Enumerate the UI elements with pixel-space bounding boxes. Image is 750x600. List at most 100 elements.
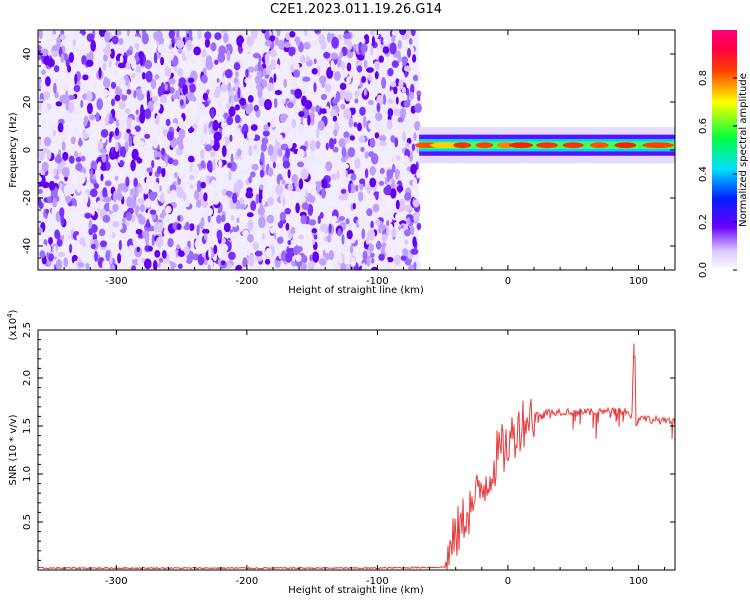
heatmap-cell <box>317 120 325 131</box>
heatmap-cell <box>183 224 191 231</box>
heatmap-cell <box>410 83 415 95</box>
heatmap-cell <box>295 202 300 214</box>
heatmap-cell <box>237 87 241 99</box>
heatmap-cell <box>371 257 375 264</box>
heatmap-cell <box>63 257 68 268</box>
heatmap-cell <box>232 192 238 204</box>
heatmap-cell <box>340 262 347 270</box>
heatmap-cell <box>176 223 182 231</box>
x-tick-label: -100 <box>366 276 389 287</box>
heatmap-cell <box>409 92 415 100</box>
heatmap-cell <box>294 181 298 188</box>
colorbar-tick-label: 0.8 <box>698 70 709 86</box>
heatmap-cell <box>288 124 293 131</box>
heatmap-cell <box>38 176 42 182</box>
heatmap-cell <box>40 81 44 88</box>
heatmap-cell <box>102 62 107 71</box>
heatmap-cell <box>248 145 253 157</box>
heatmap-cell <box>265 40 272 47</box>
heatmap-cell <box>154 74 160 80</box>
heatmap-cell <box>230 153 234 165</box>
heatmap-cell <box>211 165 217 177</box>
heatmap-cell <box>78 137 82 147</box>
heatmap-cell <box>144 198 152 208</box>
heatmap-cell <box>379 141 387 147</box>
colorbar-ticks: 0.0 0.2 0.4 0.6 0.8 <box>698 70 737 278</box>
heatmap-cell <box>220 137 226 149</box>
heatmap-cell <box>139 111 146 124</box>
heatmap-cell <box>134 43 140 49</box>
heatmap-cell <box>261 79 268 88</box>
heatmap-cell <box>247 234 254 243</box>
heatmap-cell <box>40 48 49 57</box>
heatmap-cell <box>152 137 159 149</box>
heatmap-cell <box>395 199 400 210</box>
heatmap-cell <box>307 138 312 144</box>
heatmap-cell <box>136 115 140 123</box>
heatmap-cell <box>225 190 233 197</box>
heatmap-cell <box>324 170 332 176</box>
heatmap-cell <box>361 76 367 83</box>
heatmap-cell <box>118 37 124 46</box>
heatmap-cell <box>83 115 89 124</box>
heatmap-cell <box>303 30 308 36</box>
heatmap-cell <box>416 169 420 179</box>
heatmap-cell <box>310 106 316 113</box>
heatmap-cell <box>236 35 245 48</box>
heatmap-cell <box>180 255 187 264</box>
heatmap-cell <box>139 150 144 160</box>
heatmap-cell <box>110 264 116 270</box>
heatmap-cell <box>55 234 61 240</box>
colorbar: 0.0 0.2 0.4 0.6 0.8 Normalized spectral ampl… <box>698 30 749 278</box>
heatmap-cell <box>281 179 286 185</box>
heatmap-cell <box>102 187 108 198</box>
heatmap-cell <box>69 205 77 213</box>
heatmap-cell <box>86 50 94 63</box>
heatmap-cell <box>274 243 278 251</box>
heatmap-cell <box>208 247 212 259</box>
heatmap-cell <box>223 222 231 233</box>
heatmap-cell <box>188 77 195 84</box>
heatmap-cell <box>289 81 298 90</box>
heatmap-cell <box>416 90 422 97</box>
heatmap-cell <box>378 180 385 186</box>
heatmap-cell <box>386 256 394 263</box>
heatmap-cell <box>239 57 244 67</box>
heatmap-cell <box>287 169 291 179</box>
heatmap-cell <box>339 51 344 58</box>
heatmap-cell <box>296 123 305 135</box>
heatmap-cell <box>193 46 201 56</box>
heatmap-cell <box>312 251 320 263</box>
heatmap-cell <box>228 170 232 181</box>
heatmap-cell <box>108 222 113 232</box>
heatmap-cell <box>367 99 374 106</box>
heatmap-cell <box>294 36 301 43</box>
heatmap-cell <box>89 188 98 198</box>
heatmap-cell <box>72 106 79 116</box>
heatmap-cell <box>92 81 98 91</box>
heatmap-cell <box>328 223 332 234</box>
heatmap-cell <box>338 138 347 148</box>
heatmap-cell <box>54 78 61 84</box>
heatmap-cell <box>115 127 119 137</box>
heatmap-cell <box>125 176 130 187</box>
heatmap-cell <box>86 43 91 54</box>
heatmap-cell <box>185 115 194 125</box>
heatmap-cell <box>310 39 318 48</box>
heatmap-cell <box>413 213 419 222</box>
heatmap-cell <box>393 108 401 117</box>
heatmap-cell <box>114 94 121 102</box>
heatmap-cell <box>270 58 276 70</box>
heatmap-cell <box>229 199 233 206</box>
heatmap-cell <box>343 108 352 120</box>
heatmap-cell <box>177 116 184 129</box>
heatmap-cell <box>273 98 278 109</box>
heatmap-cell <box>165 232 169 244</box>
heatmap-cell <box>68 155 75 164</box>
heatmap-cell <box>108 59 112 68</box>
heatmap-cell <box>73 85 81 93</box>
heatmap-cell <box>145 70 153 83</box>
heatmap-cell <box>246 35 254 47</box>
heatmap-cell <box>84 237 93 245</box>
